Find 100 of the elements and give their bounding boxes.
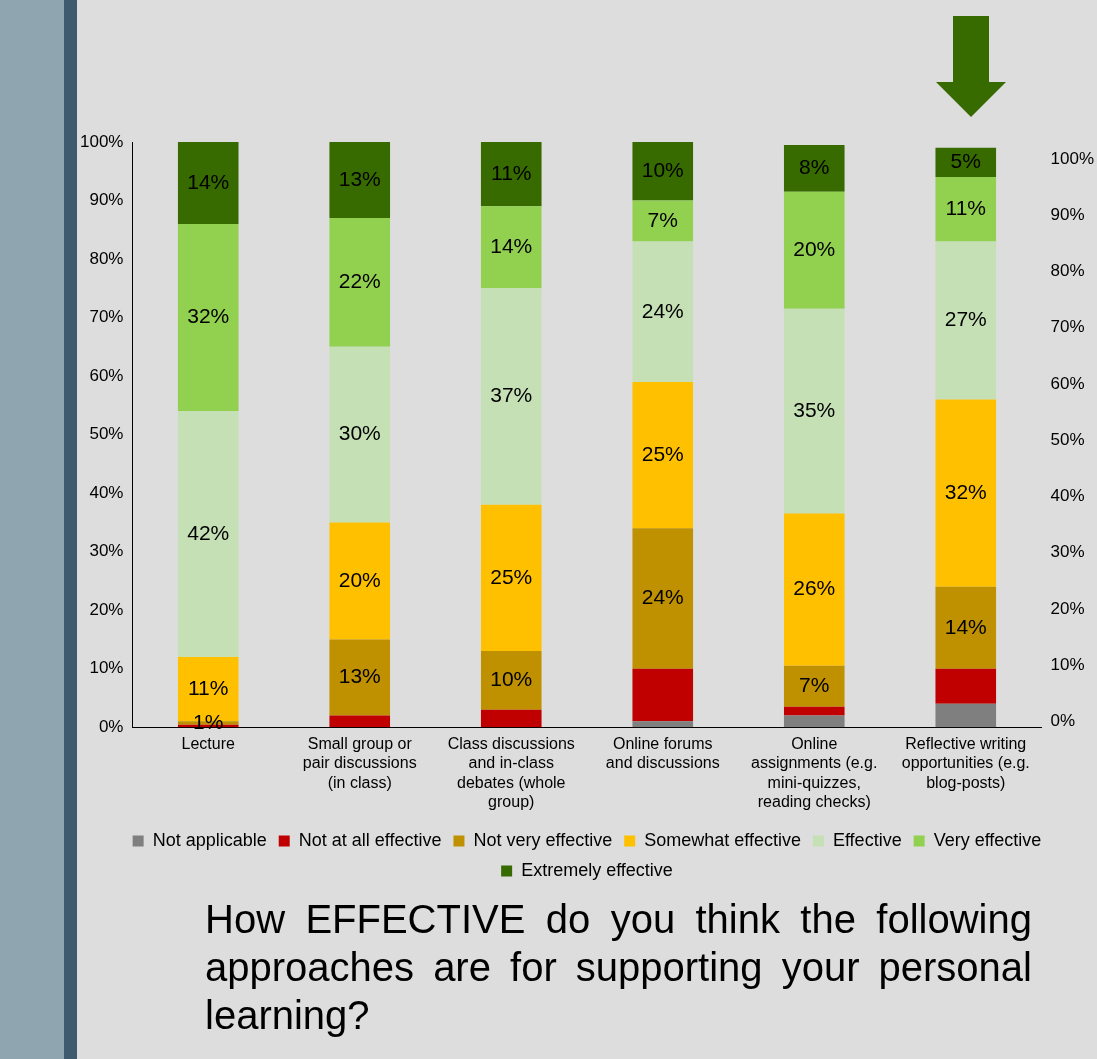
y-tick-label: 70% [89,307,124,327]
x-tick-label: Online forums and discussions [605,735,720,772]
data-label: 42% [187,520,230,544]
bar [783,191,845,309]
bar [632,721,694,728]
data-label: 11% [945,196,987,220]
bar [480,142,542,207]
data-label: 11% [491,160,532,184]
data-label: 24% [641,298,684,322]
y2-tick-label: 70% [1050,317,1085,337]
legend-label: Not applicable [152,829,267,850]
bar [329,522,391,640]
data-label: 10% [490,667,533,691]
y-tick-label: 30% [89,541,124,561]
bar [177,223,239,412]
bar [783,144,845,192]
y-tick-label: 40% [89,482,124,502]
data-label: 11% [187,675,229,699]
y2-tick-label: 100% [1050,148,1094,168]
bar [783,513,845,666]
data-label: 22% [338,269,381,293]
x-tick-label: Online assignments (e.g. mini-quizzes, reading checks) [751,735,878,810]
x-tick-label: Small group or pair discussions (in class) [302,735,417,791]
y-tick-label: 60% [89,365,124,385]
y-tick-label: 20% [89,599,124,619]
data-label: 7% [647,207,678,231]
data-label: 20% [793,237,836,261]
data-label: 14% [490,234,533,258]
y-tick-label: 100% [80,131,124,151]
bar [329,715,391,728]
bar [632,142,694,201]
data-label: 20% [338,567,381,591]
bar [329,639,391,716]
bar [783,706,845,716]
y-tick-label: 0% [98,716,124,736]
data-label: 32% [944,479,987,503]
y2-tick-label: 40% [1050,486,1085,506]
legend-label: Extremely effective [521,859,673,880]
data-label: 14% [187,169,230,193]
bar [632,528,694,669]
bar [329,218,391,347]
y-tick-label: 50% [89,424,124,444]
data-label: 7% [799,673,830,697]
bar [480,288,542,505]
bar [480,504,542,652]
y2-tick-label: 0% [1050,711,1076,731]
bar [935,703,997,728]
bar [329,346,391,523]
legend-label: Effective [832,829,902,850]
y2-tick-label: 20% [1050,598,1085,618]
text: How EFFECTIVE do you think the following approaches are for supporting your personal learning? [205,896,1032,1039]
data-label: 10% [641,158,684,182]
bar [177,411,239,657]
x-tick-label: Class discussions and in-class debates (whole group) [447,735,575,810]
data-label: 5% [950,149,981,173]
legend-label: Not very effective [473,829,613,850]
data-label: 24% [641,585,684,609]
bar [329,142,391,219]
data-label: 25% [641,441,684,465]
data-label: 35% [793,397,836,421]
bar [480,206,542,289]
bar [935,668,997,704]
bar [783,715,845,728]
bar [632,668,694,722]
bar [632,381,694,529]
y2-tick-label: 60% [1050,373,1085,393]
bar [783,308,845,514]
legend-label: Not at all effective [298,829,442,850]
bar [632,200,694,242]
bar [632,241,694,382]
y-tick-label: 10% [89,658,124,678]
legend-label: Somewhat effective [644,829,801,850]
data-label: 32% [187,304,230,328]
y2-tick-label: 90% [1050,204,1085,224]
y2-tick-label: 10% [1050,654,1085,674]
bar [935,399,997,587]
x-tick-label: Lecture [181,735,236,753]
data-label: 13% [338,664,381,688]
bar [480,709,542,728]
data-label: 14% [944,614,987,638]
y2-tick-label: 50% [1050,429,1085,449]
data-label: 30% [338,421,381,445]
data-label: 27% [944,307,987,331]
data-label: 37% [490,383,533,407]
y-tick-label: 80% [89,248,124,268]
data-label: 8% [799,155,830,179]
data-label: 13% [338,166,381,190]
data-label: 25% [490,564,533,588]
bar [783,665,845,707]
y-tick-label: 90% [89,190,124,210]
y2-tick-label: 80% [1050,261,1085,281]
x-tick-label: Reflective writing opportunities (e.g. blog-posts) [901,735,1030,791]
legend-label: Very effective [933,829,1042,850]
bar [935,241,997,400]
bar [177,142,239,224]
bar [480,651,542,710]
data-label: 26% [793,576,836,600]
y2-tick-label: 30% [1050,542,1085,562]
bar [935,177,997,242]
bar [935,586,997,669]
